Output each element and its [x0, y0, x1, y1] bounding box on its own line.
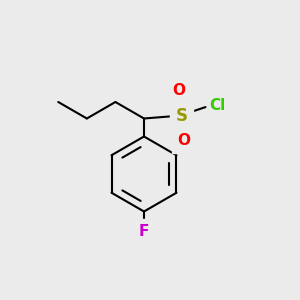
Text: F: F	[139, 224, 149, 239]
Text: O: O	[172, 83, 186, 98]
Text: S: S	[176, 106, 188, 124]
Text: O: O	[177, 133, 190, 148]
Text: Cl: Cl	[209, 98, 225, 113]
